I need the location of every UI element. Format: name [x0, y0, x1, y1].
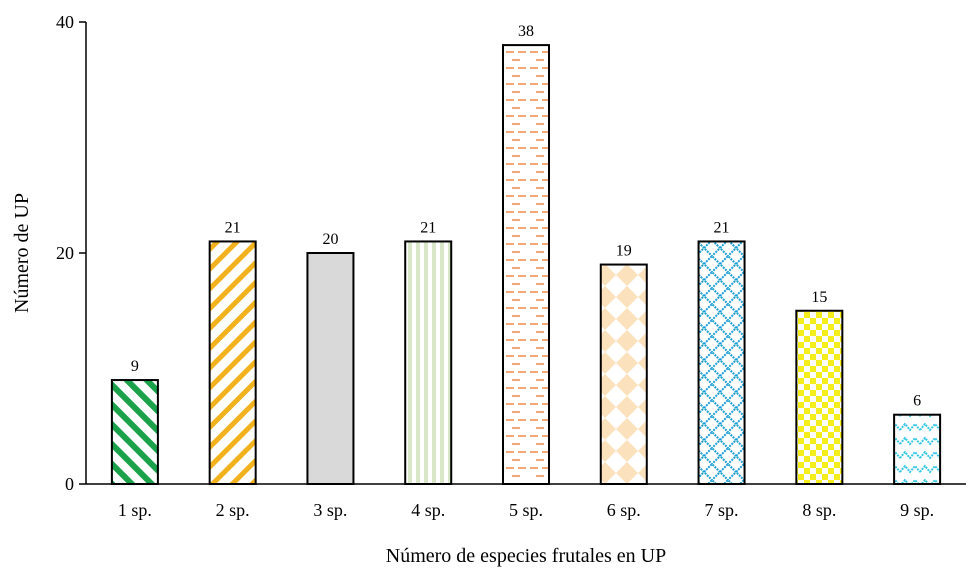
data-label-9: 6: [913, 393, 921, 410]
x-tick-label-9: 9 sp.: [900, 500, 934, 520]
x-tick-label-2: 2 sp.: [216, 500, 250, 520]
y-tick-label: 0: [65, 474, 74, 494]
y-axis-title: Número de UP: [11, 193, 33, 313]
bar-4: [404, 240, 453, 485]
x-tick-label-8: 8 sp.: [802, 500, 836, 520]
data-label-5: 38: [518, 23, 534, 40]
bar-8: [795, 309, 844, 485]
y-ticks: 0 20 40: [56, 12, 86, 494]
x-axis-title: Número de especies frutales en UP: [386, 545, 666, 567]
x-tick-label-7: 7 sp.: [705, 500, 739, 520]
bar-3: [306, 252, 355, 485]
bar-2: [208, 240, 257, 485]
data-label-2: 21: [225, 219, 241, 236]
x-tick-label-5: 5 sp.: [509, 500, 543, 520]
x-tick-label-4: 4 sp.: [411, 500, 445, 520]
data-labels: 9 21 20 21 38 19 21 15 6: [131, 23, 921, 410]
y-tick-label: 20: [56, 243, 74, 263]
bars: [110, 44, 942, 486]
data-label-4: 21: [420, 219, 436, 236]
x-tick-label-3: 3 sp.: [313, 500, 347, 520]
x-tick-label-6: 6 sp.: [607, 500, 641, 520]
bar-6: [599, 263, 648, 485]
y-tick-label: 40: [56, 12, 74, 32]
data-label-8: 15: [811, 289, 827, 306]
bar-9: [893, 413, 942, 486]
bar-1: [110, 379, 159, 485]
x-ticks: 1 sp. 2 sp. 3 sp. 4 sp. 5 sp. 6 sp. 7 sp. 8 sp.…: [118, 500, 934, 520]
bar-5: [502, 44, 550, 485]
data-label-3: 20: [322, 231, 338, 248]
x-tick-label-1: 1 sp.: [118, 500, 152, 520]
bar-7: [697, 240, 746, 485]
data-label-1: 9: [131, 358, 139, 375]
data-label-7: 21: [714, 219, 730, 236]
data-label-6: 19: [616, 243, 632, 260]
